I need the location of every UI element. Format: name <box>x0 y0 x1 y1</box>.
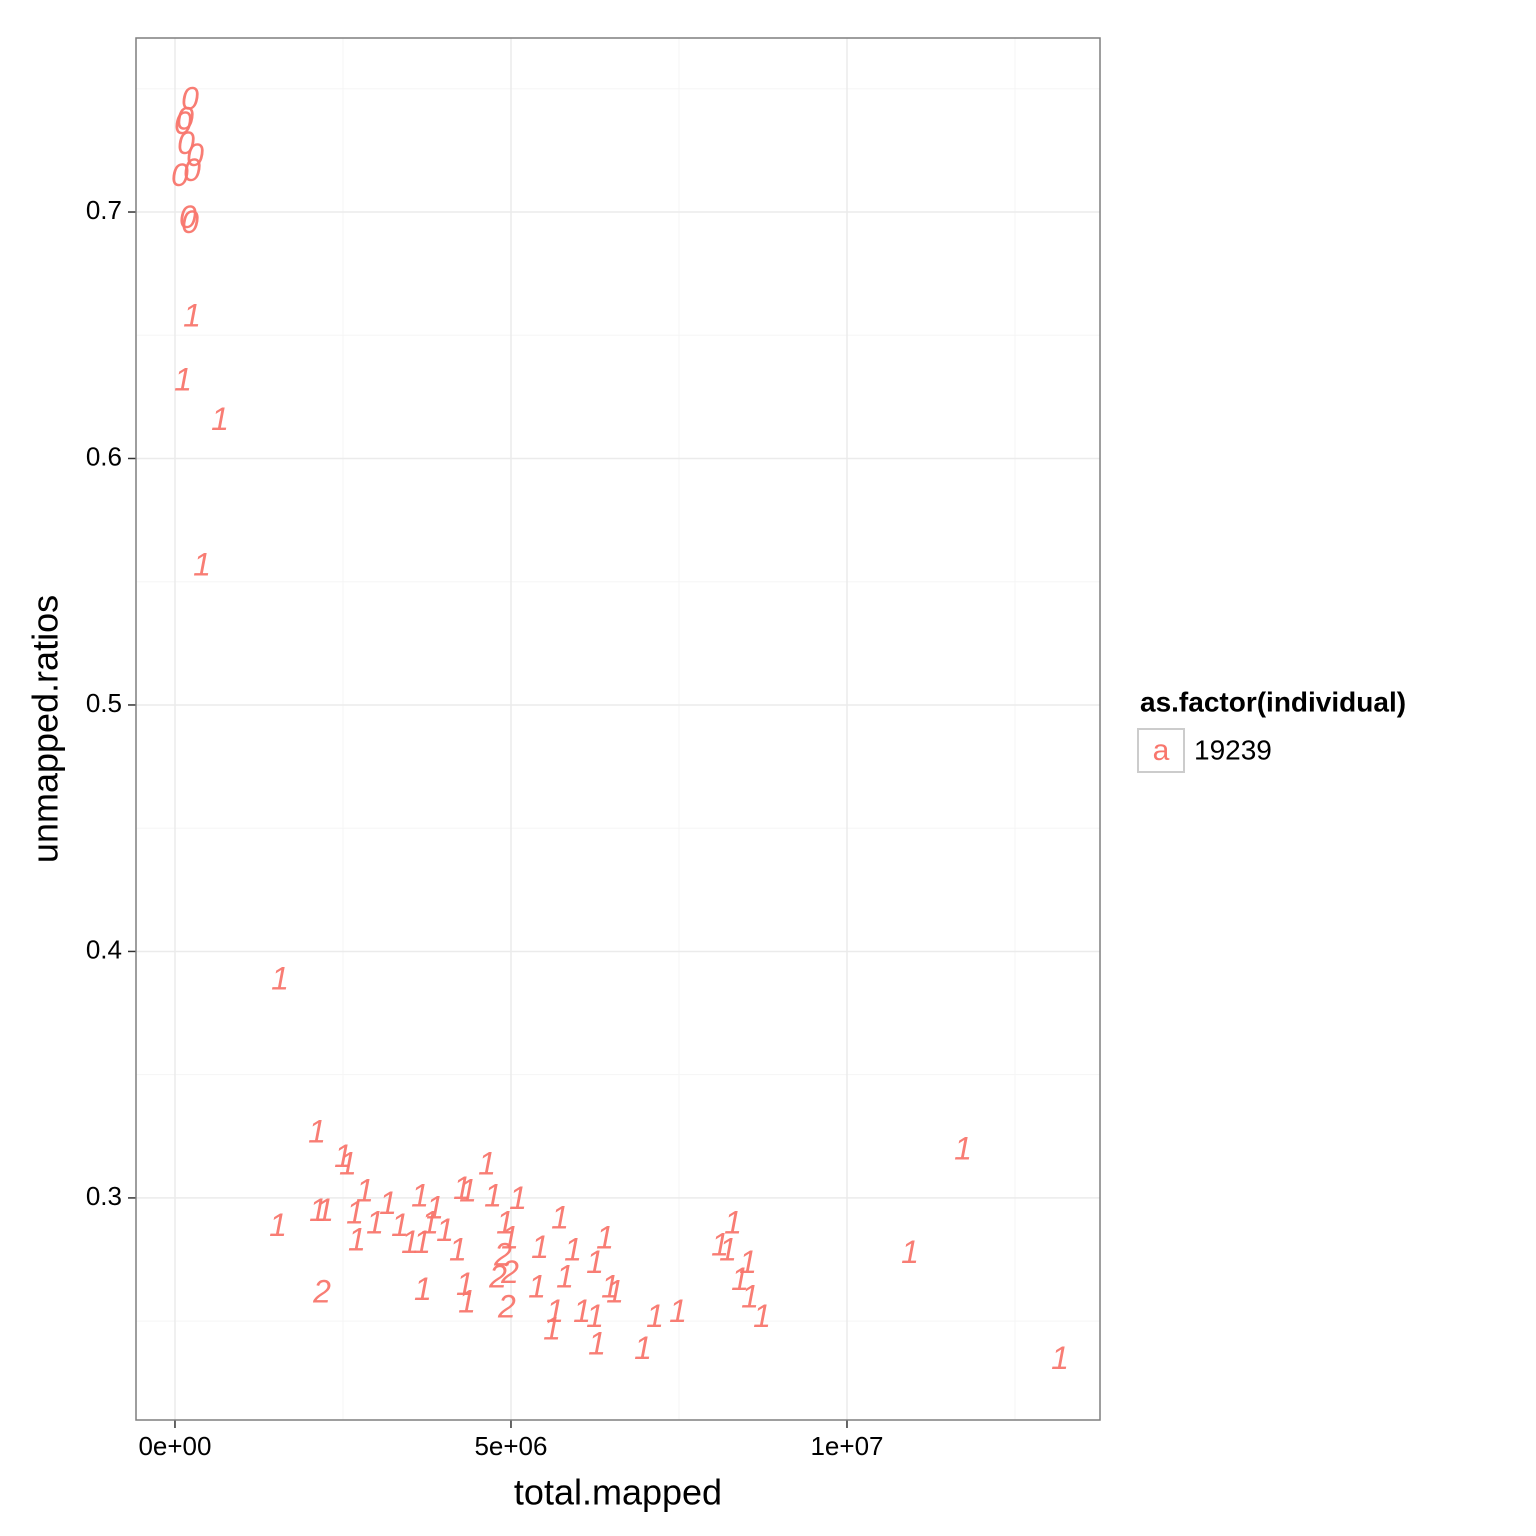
y-tick-label: 0.3 <box>86 1181 122 1211</box>
point-label: 1 <box>509 1180 527 1216</box>
point-label: 1 <box>211 401 229 437</box>
point-label: 1 <box>309 1192 327 1228</box>
point-label: 1 <box>531 1229 549 1265</box>
legend-label: 19239 <box>1194 734 1272 765</box>
point-label: 1 <box>421 1204 439 1240</box>
point-label: 1 <box>414 1271 432 1307</box>
legend-key-box <box>1137 728 1185 773</box>
point-label: 1 <box>366 1204 384 1240</box>
point-label: 1 <box>711 1227 729 1263</box>
point-label: 1 <box>496 1204 514 1240</box>
point-label: 1 <box>478 1145 496 1181</box>
point-label: 1 <box>753 1298 771 1334</box>
y-axis-title: unmapped.ratios <box>25 595 66 863</box>
y-tick-label: 0.7 <box>86 195 122 225</box>
point-label: 1 <box>1051 1340 1069 1376</box>
point-label: 1 <box>634 1330 652 1366</box>
point-label: 2 <box>497 1288 516 1324</box>
point-label: 1 <box>449 1232 467 1268</box>
point-label: 1 <box>606 1274 624 1310</box>
y-tick-label: 0.6 <box>86 441 122 471</box>
point-label: 0 <box>177 125 195 161</box>
point-label: 0 <box>181 81 199 117</box>
point-label: 1 <box>731 1261 749 1297</box>
point-label: 1 <box>596 1219 614 1255</box>
point-label: 2 <box>493 1237 512 1273</box>
point-label: 1 <box>379 1185 397 1221</box>
y-tick-label: 0.5 <box>86 688 122 718</box>
point-label: 1 <box>573 1293 591 1329</box>
point-label: 1 <box>348 1222 366 1258</box>
point-label: 1 <box>436 1212 454 1248</box>
panel-border <box>135 37 1101 1421</box>
point-label: 0 <box>181 204 199 240</box>
point-label: 1 <box>528 1269 546 1305</box>
point-label: 2 <box>500 1254 519 1290</box>
point-label: 1 <box>719 1232 737 1268</box>
point-label: 2 <box>488 1259 507 1295</box>
point-label: 1 <box>458 1283 476 1319</box>
x-tick-label: 5e+06 <box>474 1431 547 1461</box>
point-label: 1 <box>391 1207 409 1243</box>
point-label: 1 <box>456 1266 474 1302</box>
point-label: 0 <box>174 105 192 141</box>
point-label: 1 <box>193 546 211 582</box>
x-tick-label: 1e+07 <box>810 1431 883 1461</box>
point-label: 1 <box>339 1145 357 1181</box>
point-label: 1 <box>271 960 289 996</box>
x-tick-label: 0e+00 <box>138 1431 211 1461</box>
point-label: 1 <box>669 1293 687 1329</box>
point-label: 1 <box>564 1232 582 1268</box>
point-label: 1 <box>401 1224 419 1260</box>
point-label: 1 <box>741 1278 759 1314</box>
point-label: 0 <box>176 100 194 136</box>
point-label: 1 <box>901 1234 919 1270</box>
point-label: 1 <box>556 1259 574 1295</box>
point-label: 1 <box>453 1170 471 1206</box>
point-label: 1 <box>334 1138 352 1174</box>
point-label: 1 <box>411 1177 429 1213</box>
point-label: 1 <box>646 1298 664 1334</box>
point-label: 1 <box>724 1204 742 1240</box>
point-label: 1 <box>543 1310 561 1346</box>
point-label: 1 <box>459 1172 477 1208</box>
y-tick-label: 0.4 <box>86 934 122 964</box>
point-label: 1 <box>356 1172 374 1208</box>
point-label: 1 <box>586 1244 604 1280</box>
point-label: 0 <box>186 137 204 173</box>
point-label: 1 <box>413 1224 431 1260</box>
point-label: 2 <box>312 1274 331 1310</box>
point-label: 0 <box>179 199 197 235</box>
legend-title: as.factor(individual) <box>1140 686 1406 717</box>
point-label: 1 <box>546 1293 564 1329</box>
point-label: 1 <box>601 1269 619 1305</box>
point-label: 1 <box>588 1325 606 1361</box>
point-label: 1 <box>954 1131 972 1167</box>
point-label: 1 <box>739 1244 757 1280</box>
point-label: 1 <box>316 1192 334 1228</box>
point-label: 1 <box>484 1177 502 1213</box>
legend-key: a <box>1153 734 1170 767</box>
point-label: 1 <box>551 1200 569 1236</box>
x-axis-title: total.mapped <box>514 1472 722 1513</box>
point-label: 0 <box>183 152 201 188</box>
point-label: 1 <box>501 1219 519 1255</box>
point-label: 1 <box>586 1298 604 1334</box>
point-label: 1 <box>269 1207 287 1243</box>
point-label: 1 <box>346 1195 364 1231</box>
point-label: 1 <box>174 362 192 398</box>
point-label: 0 <box>171 157 189 193</box>
point-label: 1 <box>426 1190 444 1226</box>
point-label: 1 <box>183 297 201 333</box>
point-label: 1 <box>308 1113 326 1149</box>
